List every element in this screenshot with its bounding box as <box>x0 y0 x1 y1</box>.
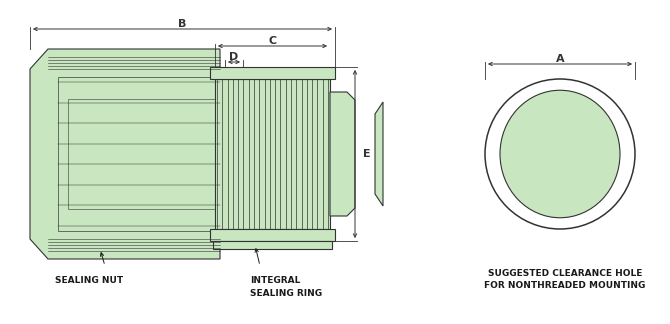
Bar <box>58 77 220 231</box>
Circle shape <box>485 79 635 229</box>
Text: SUGGESTED CLEARANCE HOLE
FOR NONTHREADED MOUNTING: SUGGESTED CLEARANCE HOLE FOR NONTHREADED… <box>484 269 646 291</box>
Text: SEALING NUT: SEALING NUT <box>55 276 123 285</box>
Polygon shape <box>330 92 355 216</box>
Ellipse shape <box>500 90 620 218</box>
Text: E: E <box>363 149 371 159</box>
Text: A: A <box>555 54 564 64</box>
Bar <box>215 79 330 229</box>
Polygon shape <box>30 49 220 259</box>
Text: D: D <box>229 52 239 62</box>
Text: C: C <box>269 36 277 46</box>
Bar <box>210 67 335 79</box>
Text: B: B <box>178 19 187 29</box>
Bar <box>213 241 332 249</box>
Bar <box>210 229 335 241</box>
Text: INTEGRAL
SEALING RING: INTEGRAL SEALING RING <box>250 276 322 297</box>
Polygon shape <box>375 102 383 206</box>
Bar <box>68 99 220 209</box>
